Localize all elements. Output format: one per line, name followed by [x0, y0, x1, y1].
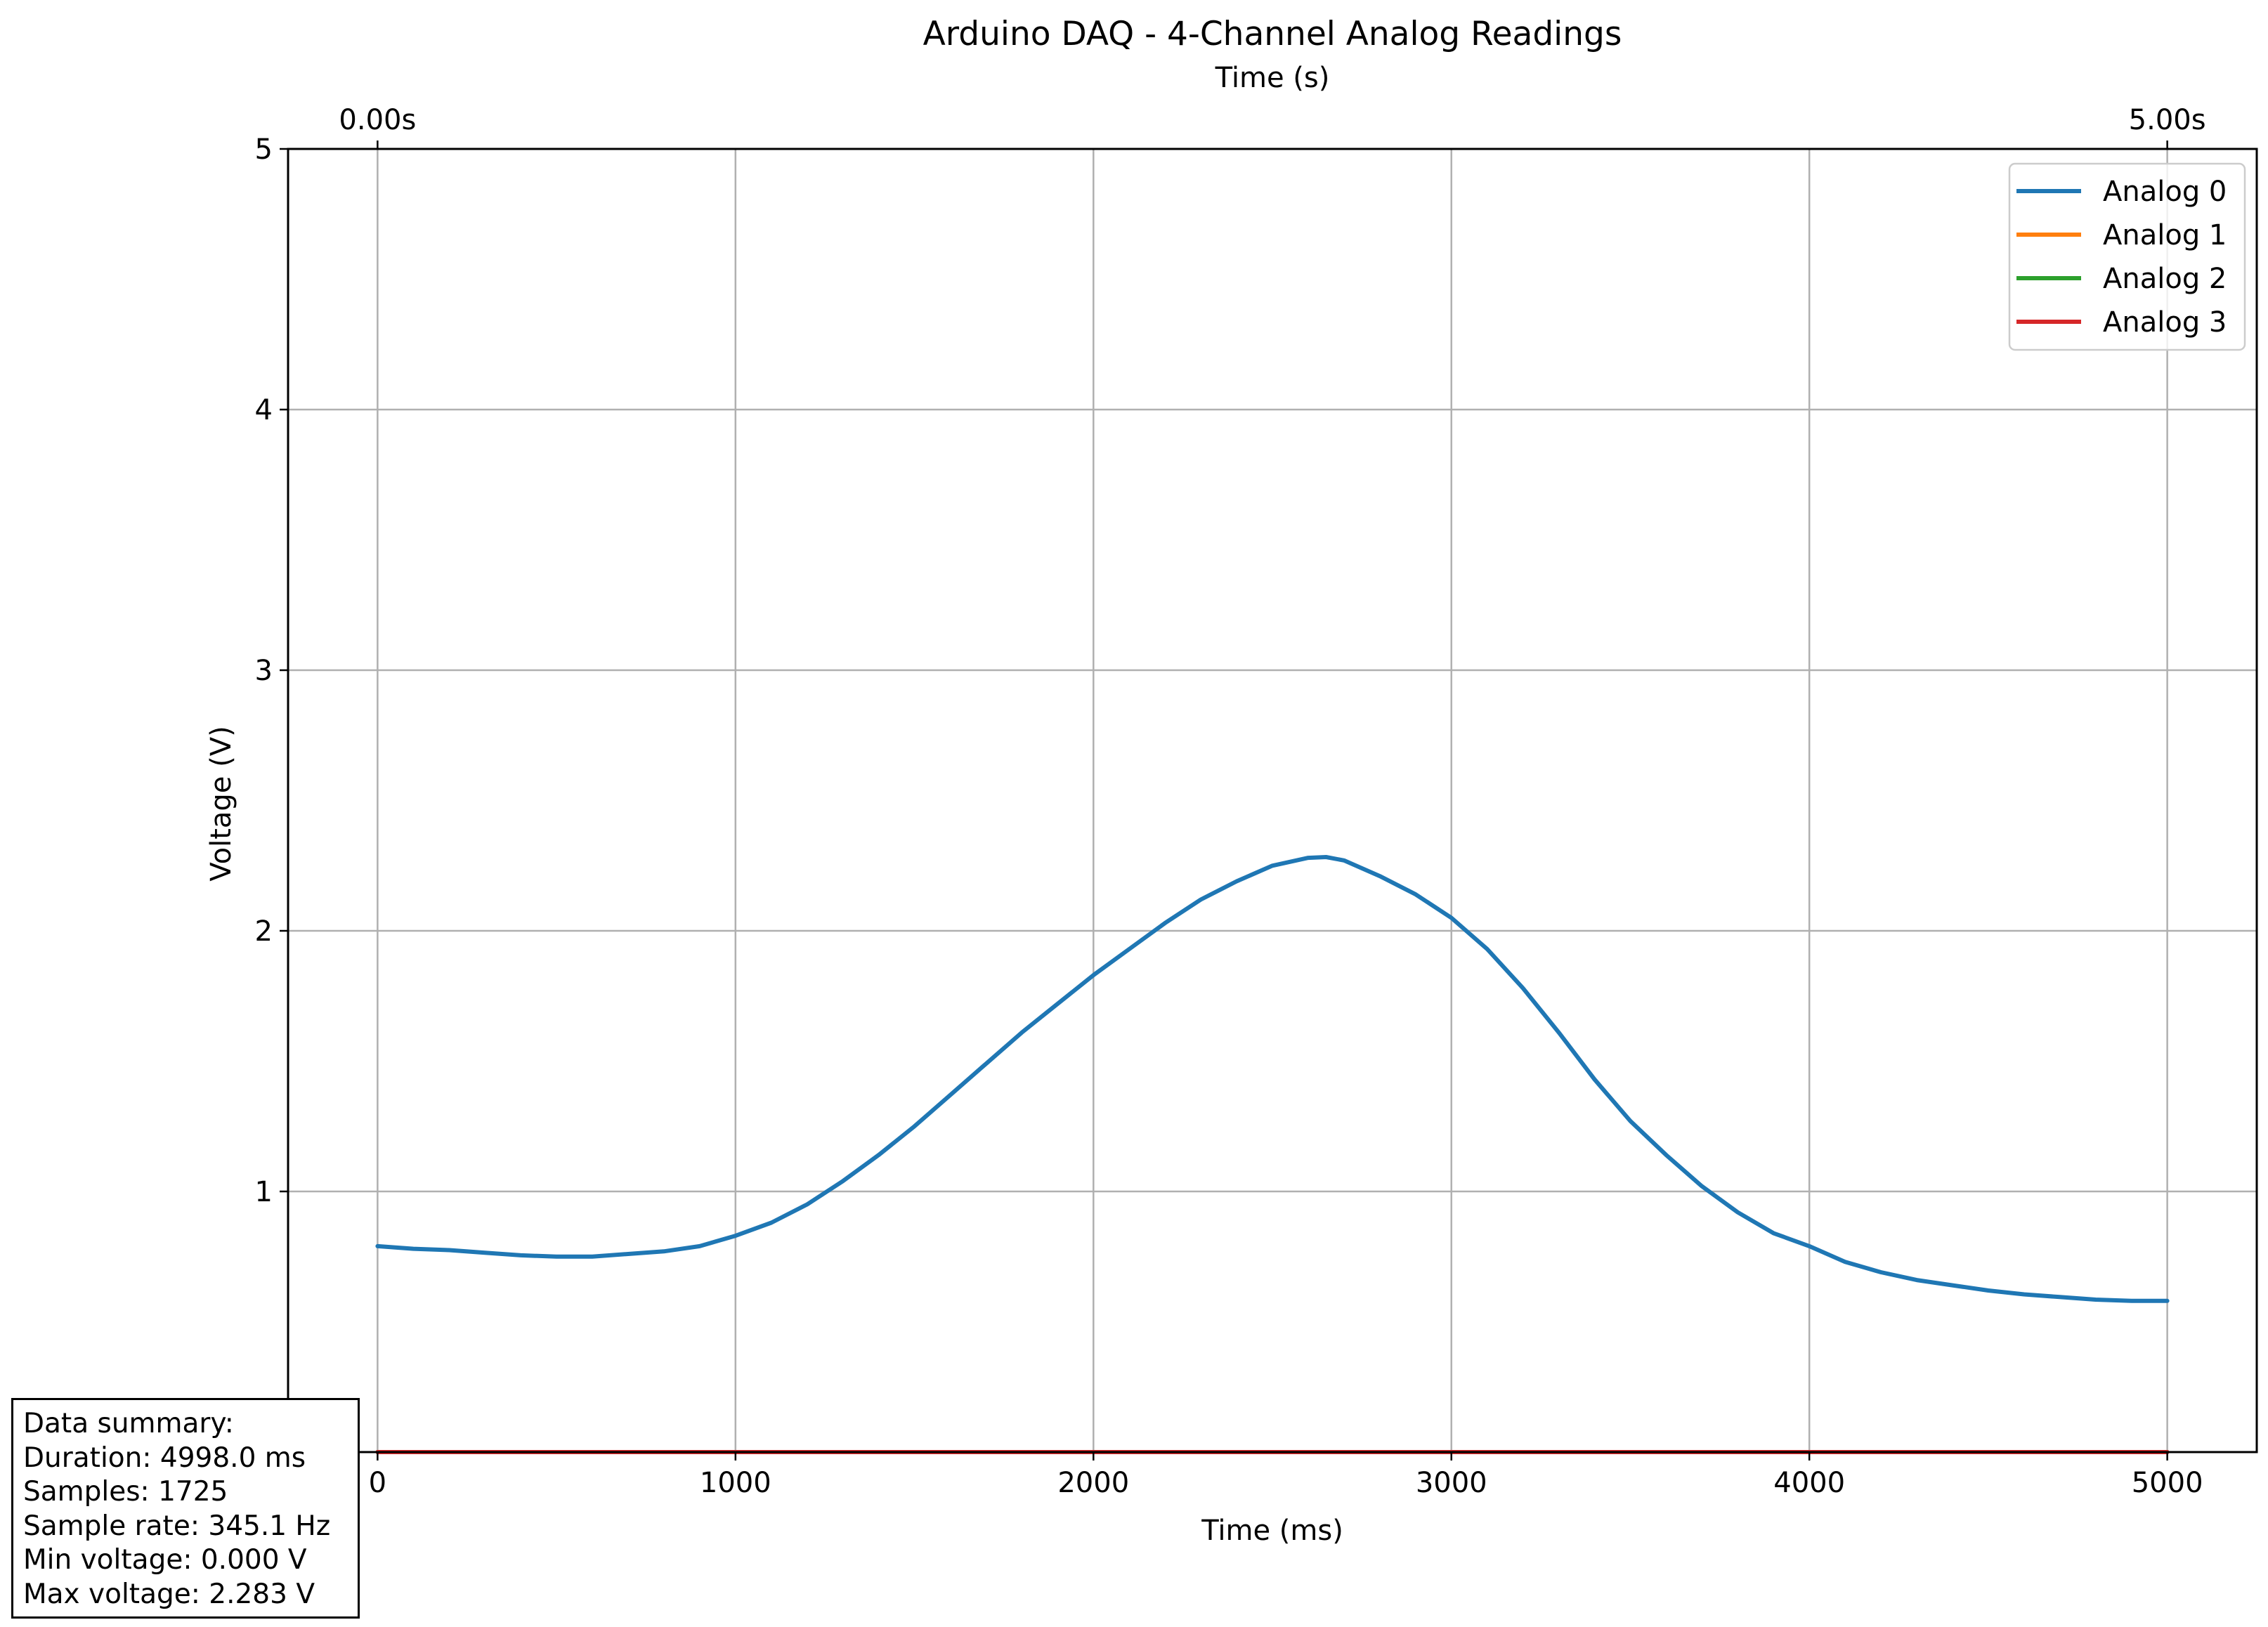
x-tick-label: 1000: [700, 1467, 771, 1499]
summary-sample-rate: Sample rate: 345.1 Hz: [23, 1510, 331, 1542]
legend-label-analog-0: Analog 0: [2103, 176, 2227, 208]
y-axis-label: Voltage (V): [205, 726, 237, 881]
x-tick-label: 5000: [2132, 1467, 2203, 1499]
y-tick-label: 4: [255, 394, 273, 426]
y-tick-label: 5: [255, 133, 273, 166]
legend-frame: [2008, 162, 2246, 351]
summary-max-voltage: Max voltage: 2.283 V: [23, 1578, 315, 1610]
summary-heading: Data summary:: [23, 1408, 234, 1439]
secondary-x-axis-label: Time (s): [1215, 62, 1330, 94]
chart-title: Arduino DAQ - 4-Channel Analog Readings: [923, 15, 1622, 53]
summary-min-voltage: Min voltage: 0.000 V: [23, 1544, 307, 1576]
x-tick-label: 0: [369, 1467, 386, 1499]
legend-label-analog-2: Analog 2: [2103, 263, 2227, 295]
summary-samples: Samples: 1725: [23, 1476, 228, 1508]
x-tick-label: 4000: [1773, 1467, 1845, 1499]
legend-label-analog-3: Analog 3: [2103, 306, 2227, 339]
y-tick-label: 3: [255, 655, 273, 687]
series-line-analog-0: [375, 855, 2170, 1303]
summary-duration: Duration: 4998.0 ms: [23, 1442, 306, 1474]
legend: Analog 0 Analog 1 Analog 2 Analog 3: [2008, 162, 2246, 351]
x-tick-label: 3000: [1416, 1467, 1487, 1499]
legend-label-analog-1: Analog 1: [2103, 219, 2227, 251]
plot-area-frame: [287, 148, 2258, 1453]
y-tick-label: 1: [255, 1176, 273, 1208]
top-x-tick-label: 0.00s: [339, 104, 416, 136]
x-axis-label: Time (ms): [1201, 1515, 1343, 1547]
top-x-tick-label: 5.00s: [2129, 104, 2206, 136]
y-tick-label: 2: [255, 915, 273, 948]
axis-ticks: 0 1000 2000 3000 4000 5000 1 2 3 4 5 0.00s 5.00s: [255, 104, 2206, 1499]
x-tick-label: 2000: [1057, 1467, 1129, 1499]
data-summary-box: Data summary: Duration: 4998.0 ms Sample…: [11, 1398, 360, 1619]
